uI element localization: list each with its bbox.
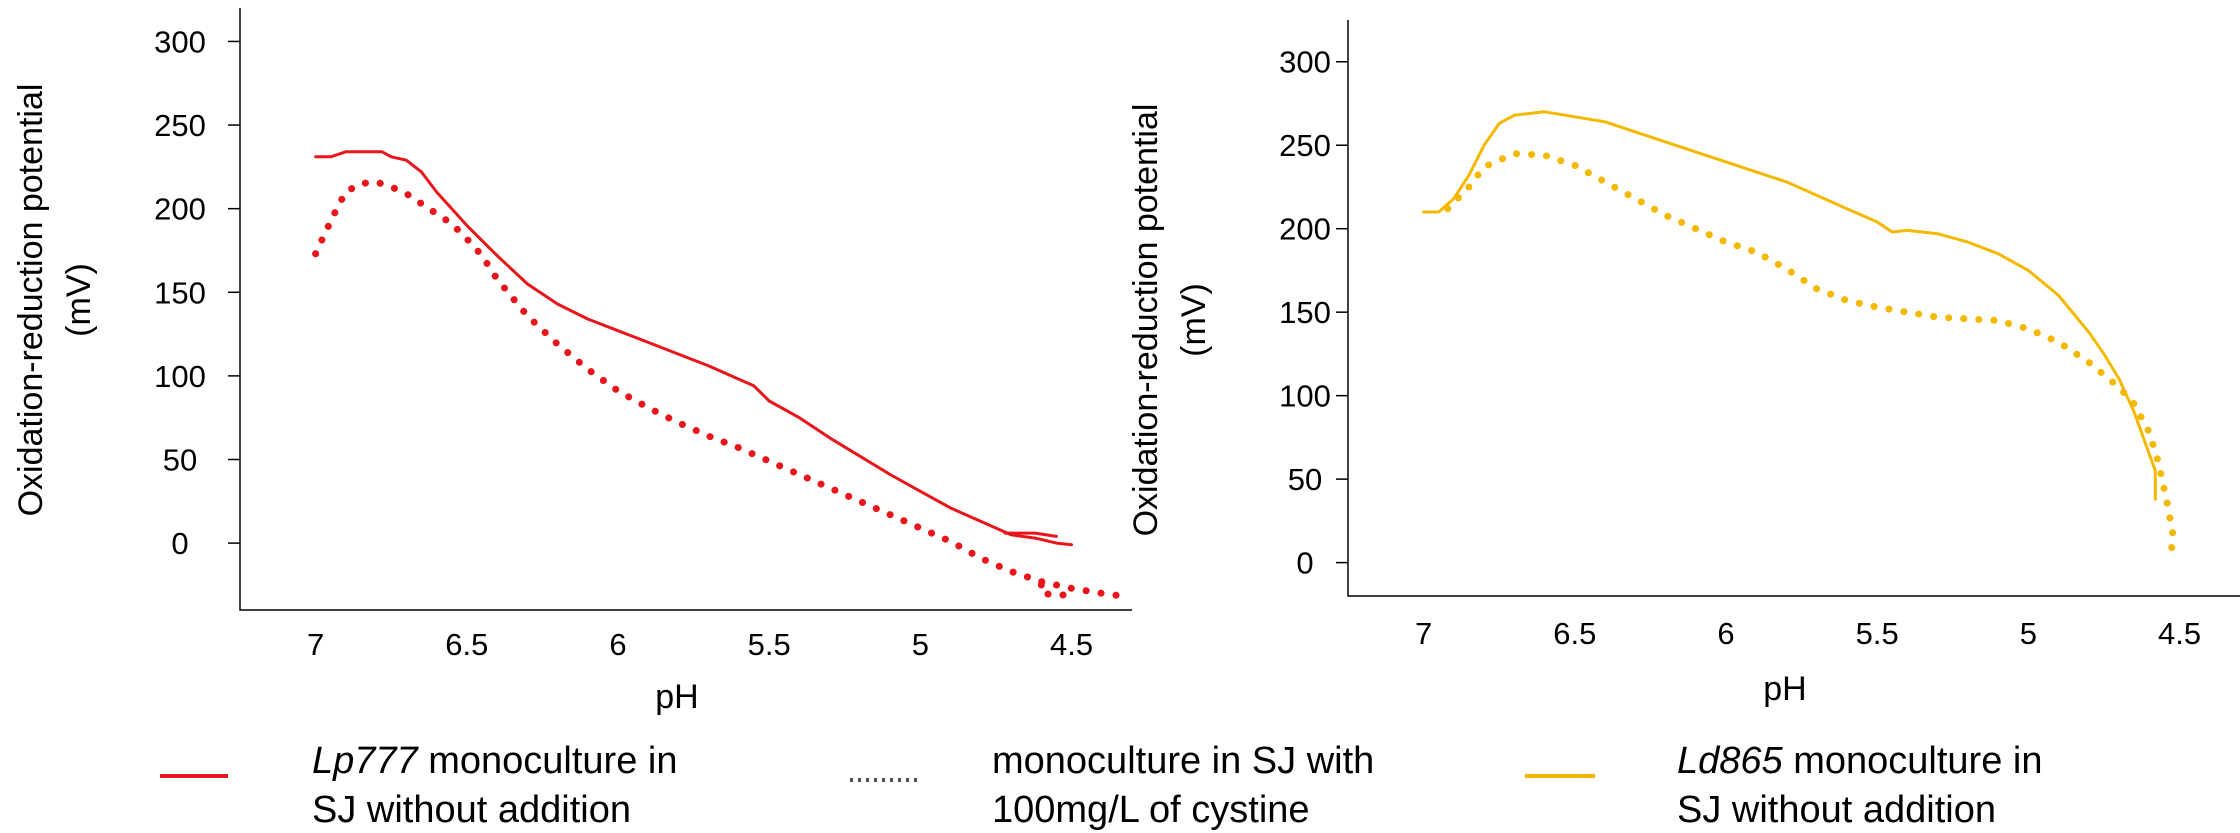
- y-axis-label-right-line1: Oxidation-reduction potential: [1127, 104, 1165, 537]
- legend-label-ld865-line2: SJ without addition: [1677, 789, 1996, 831]
- legend-item-lp777: Lp777 monoculture in SJ without addition: [160, 740, 677, 831]
- axes-frame-right: [1347, 20, 2240, 597]
- series-group-right: [1422, 110, 2177, 558]
- y-axis-label-left: Oxidation-reduction potential (mV): [12, 84, 98, 517]
- y-tick-label-right: 100: [1279, 379, 1331, 414]
- y-tick-label-left: 0: [171, 526, 188, 561]
- y-axis-label-right: Oxidation-reduction potential (mV): [1127, 104, 1213, 537]
- x-tick-label-right: 7: [1415, 616, 1432, 651]
- x-tick-label-right: 6: [1717, 616, 1734, 651]
- y-axis-label-left-line1: Oxidation-reduction potential: [12, 84, 50, 517]
- legend-label-lp777-rest: monoculture in: [418, 740, 678, 782]
- x-tick-label-left: 6.5: [445, 627, 488, 662]
- y-tick-label-right: 300: [1279, 45, 1331, 80]
- y-tick-label-left: 150: [154, 275, 206, 310]
- x-tick-label-left: 6: [609, 627, 626, 662]
- legend-item-ld865: Ld865 monoculture in SJ without addition: [1525, 740, 2042, 831]
- y-axis-label-left-line2: (mV): [60, 263, 98, 337]
- y-tick-labels-right: 0 50 100 150 200 250 300: [1279, 45, 1348, 581]
- x-tick-label-left: 7: [307, 627, 324, 662]
- x-tick-label-left: 4.5: [1050, 627, 1093, 662]
- x-tick-labels-right: 7 6.5 6 5.5 5 4.5: [1415, 616, 2201, 651]
- chart-right: 0 50 100 150 200 250 300 7 6.5 6 5.5 5 4.5 pH Oxida…: [1127, 20, 2240, 708]
- x-tick-labels-left: 7 6.5 6 5.5 5 4.5: [307, 627, 1093, 662]
- y-tick-label-right: 0: [1296, 546, 1313, 581]
- series-line-left-dotted-3: [1037, 581, 1075, 599]
- legend-label-lp777-italic: Lp777: [312, 740, 420, 782]
- legend-label-cystine-line2: 100mg/L of cystine: [992, 789, 1310, 831]
- y-tick-label-right: 250: [1279, 128, 1331, 163]
- y-tick-label-left: 100: [154, 359, 206, 394]
- legend: Lp777 monoculture in SJ without addition…: [160, 740, 2042, 831]
- y-tick-label-right: 150: [1279, 295, 1331, 330]
- series-line-right-dotted-1: [1444, 150, 2177, 558]
- series-line-left-solid-1: [1003, 531, 1058, 538]
- x-tick-label-left: 5.5: [748, 627, 791, 662]
- legend-label-ld865-line1: Ld865 monoculture in: [1677, 740, 2042, 782]
- x-tick-label-right: 4.5: [2158, 616, 2201, 651]
- x-tick-label-right: 5: [2020, 616, 2037, 651]
- y-tick-label-left: 250: [154, 108, 206, 143]
- x-tick-label-right: 5.5: [1856, 616, 1899, 651]
- legend-label-lp777-line2: SJ without addition: [312, 789, 631, 831]
- y-tick-label-left: 300: [154, 24, 206, 59]
- legend-label-ld865-rest: monoculture in: [1783, 740, 2043, 782]
- legend-item-cystine: monoculture in SJ with 100mg/L of cystin…: [850, 740, 1374, 831]
- y-tick-label-left: 200: [154, 192, 206, 227]
- chart-left: 0 50 100 150 200 250 300 7 6.5 6 5.5 5 4.5 pH Oxida…: [12, 8, 1132, 716]
- y-tick-labels-left: 0 50 100 150 200 250 300: [154, 24, 240, 561]
- y-tick-label-right: 50: [1288, 462, 1322, 497]
- legend-label-cystine-line1: monoculture in SJ with: [992, 740, 1374, 782]
- x-tick-label-right: 6.5: [1553, 616, 1596, 651]
- legend-label-lp777-line1: Lp777 monoculture in: [312, 740, 677, 782]
- axes-frame-left: [239, 8, 1132, 611]
- legend-label-ld865-italic: Ld865: [1677, 740, 1784, 782]
- series-line-left-dotted-2: [312, 178, 1130, 601]
- x-axis-label-left: pH: [655, 678, 698, 716]
- series-line-left-solid-0: [314, 150, 1073, 547]
- series-group-left: [312, 150, 1130, 601]
- series-line-right-solid-0: [1422, 110, 2157, 501]
- x-tick-label-left: 5: [912, 627, 929, 662]
- x-axis-label-right: pH: [1763, 670, 1806, 708]
- y-tick-label-right: 200: [1279, 212, 1331, 247]
- y-axis-label-right-line2: (mV): [1175, 283, 1213, 357]
- y-tick-label-left: 50: [163, 443, 197, 478]
